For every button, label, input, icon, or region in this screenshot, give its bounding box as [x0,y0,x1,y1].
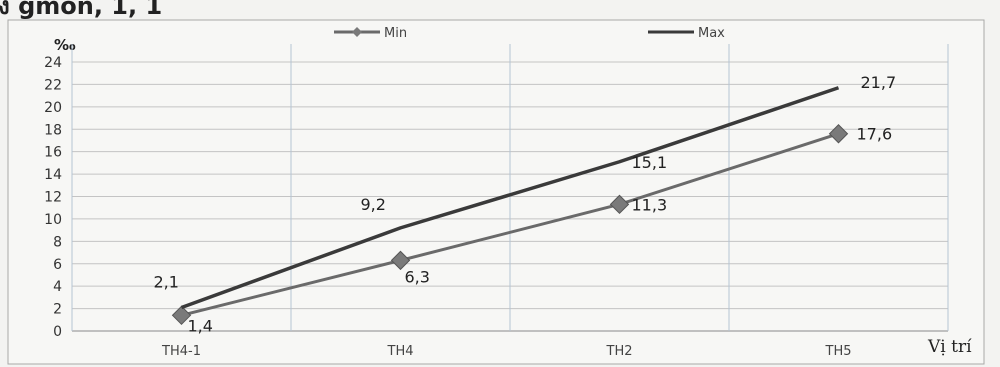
data-label-max: 2,1 [154,272,179,291]
y-tick-label: 20 [44,100,62,116]
y-tick-label: 8 [53,234,62,250]
data-label-max: 21,7 [861,73,897,92]
y-tick-label: 4 [53,279,62,295]
data-label-min: 1,4 [188,316,213,335]
data-point-min [609,194,630,215]
x-tick-label: TH4-1 [161,344,201,359]
legend-label-max: Max [698,26,725,41]
data-point-min [828,124,849,144]
legend-marker-min [352,27,362,37]
y-tick-label: 6 [53,257,62,273]
data-label-min: 6,3 [405,267,430,286]
data-point-min [390,250,411,271]
series-line-min [181,132,839,317]
data-label-max: 9,2 [361,195,386,214]
data-point-min [171,305,192,326]
y-tick-label: 18 [44,122,62,138]
data-label-min: 17,6 [857,125,893,144]
y-tick-label: 0 [53,324,62,340]
data-label-max: 15,1 [632,153,668,172]
legend-label-min: Min [384,26,407,41]
y-tick-label: 16 [44,145,62,161]
y-tick-label: 14 [44,167,62,183]
y-tick-label: 12 [44,190,62,206]
y-tick-label: 10 [44,212,62,228]
series-line-max [180,86,840,310]
y-tick-label: 24 [44,55,62,71]
y-tick-label: 2 [53,302,62,318]
x-axis-label: Vị trí [927,337,972,357]
y-tick-label: 22 [44,77,62,93]
data-label-min: 11,3 [632,195,668,214]
y-axis-label: ‰ [54,36,76,54]
x-tick-label: TH5 [825,344,852,359]
chart-frame [7,19,985,365]
x-tick-label: TH4 [387,344,414,359]
caption-fragment: ง gmon, 1, 1 [0,0,162,20]
x-tick-label: TH2 [606,344,633,359]
